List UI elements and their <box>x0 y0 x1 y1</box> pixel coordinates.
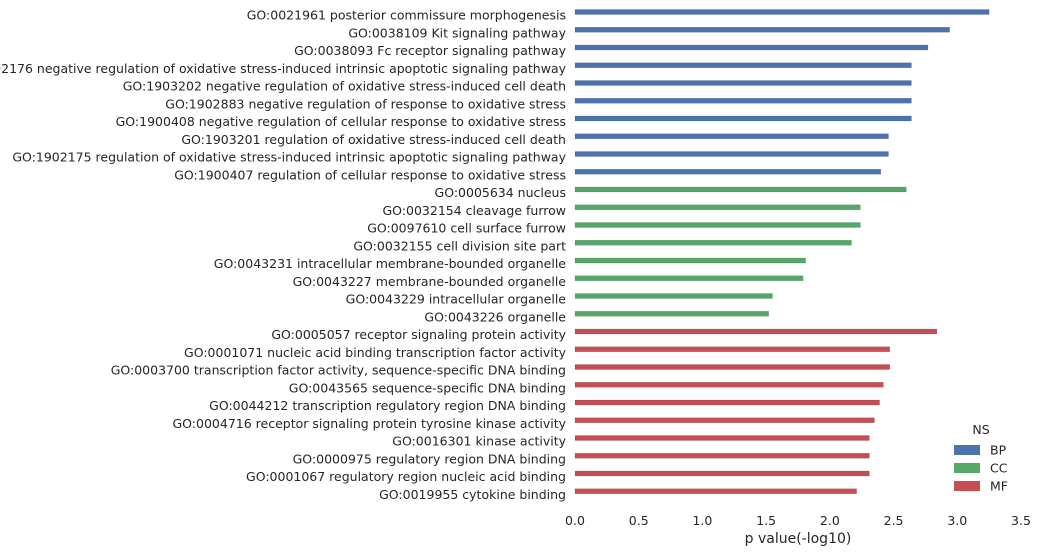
legend-label-mf: MF <box>990 479 1008 494</box>
x-tick-label: 0.5 <box>629 513 649 528</box>
category-label: GO:0001067 regulatory region nucleic aci… <box>246 469 566 484</box>
bar-mf <box>574 382 884 388</box>
category-label: GO:0032155 cell division site part <box>353 238 566 253</box>
legend-swatch-bp <box>954 445 980 455</box>
legend-swatch-mf <box>954 481 980 491</box>
category-label: GO:0038093 Fc receptor signaling pathway <box>294 43 566 58</box>
bar-bp <box>574 9 990 15</box>
category-label: GO:1900407 regulation of cellular respon… <box>174 167 566 182</box>
x-tick-label: 0.0 <box>565 513 585 528</box>
x-tick-label: 2.5 <box>884 513 904 528</box>
x-tick-label: 1.0 <box>692 513 712 528</box>
legend-label-cc: CC <box>990 461 1008 476</box>
category-label: GO:0097610 cell surface furrow <box>367 221 566 236</box>
bar-mf <box>574 488 857 494</box>
bar-mf <box>574 328 938 335</box>
bar-cc <box>574 275 804 281</box>
bar-bp <box>574 80 912 86</box>
category-label: GO:0043229 intracellular organelle <box>346 292 567 307</box>
category-label: GO:0005634 nucleus <box>435 185 566 200</box>
category-label: GO:1900408 negative regulation of cellul… <box>116 114 566 129</box>
bar-bp <box>574 151 889 157</box>
category-label: GO:0001071 nucleic acid binding transcri… <box>184 345 567 360</box>
bars-layer <box>574 9 990 494</box>
bar-cc <box>574 257 806 264</box>
bar-cc <box>574 186 907 193</box>
category-label: GO:1903202 negative regulation of oxidat… <box>123 79 566 94</box>
bar-mf <box>574 435 870 441</box>
category-label: GO:0016301 kinase activity <box>392 434 566 449</box>
x-axis: p value(-log10) 0.0 0.5 1.0 1.5 2.0 2.5 3.0 3.5 <box>565 513 1031 547</box>
x-tick-label: 1.5 <box>756 513 776 528</box>
category-label: GO:0021961 posterior commissure morphoge… <box>247 8 566 23</box>
legend: NS BP CC MF <box>954 422 1008 494</box>
category-label: GO:0003700 transcription factor activity… <box>111 363 566 378</box>
bar-mf <box>574 364 890 370</box>
category-label: GO:0043231 intracellular membrane-bounde… <box>214 256 567 271</box>
bar-bp <box>574 115 912 122</box>
category-label: GO:0044212 transcription regulatory regi… <box>209 398 566 413</box>
category-label: GO:1902883 negative regulation of respon… <box>165 96 566 111</box>
category-label: GO:1902175 regulation of oxidative stres… <box>12 150 566 165</box>
x-axis-title: p value(-log10) <box>745 531 852 547</box>
bar-mf <box>574 399 880 406</box>
bar-cc <box>574 293 773 299</box>
bar-mf <box>574 453 870 459</box>
legend-label-bp: BP <box>990 443 1007 458</box>
bar-mf <box>574 417 875 423</box>
bar-cc <box>574 204 861 210</box>
x-tick-label: 2.0 <box>820 513 840 528</box>
bar-cc <box>574 311 769 317</box>
bar-cc <box>574 222 861 228</box>
bar-bp <box>574 62 912 68</box>
legend-swatch-cc <box>954 463 980 473</box>
category-label: GO:0043226 organelle <box>424 309 566 324</box>
category-label: GO:0043227 membrane-bounded organelle <box>293 274 567 289</box>
bar-mf <box>574 470 870 477</box>
category-label: GO:0043565 sequence-specific DNA binding <box>289 380 566 395</box>
bar-cc <box>574 240 852 246</box>
category-labels: GO:0021961 posterior commissure morphoge… <box>0 8 567 502</box>
category-label: GO:0000975 regulatory region DNA binding <box>293 451 566 466</box>
category-label: GO:0005057 receptor signaling protein ac… <box>271 327 566 342</box>
bar-mf <box>574 346 890 352</box>
category-label: GO:0038109 Kit signaling pathway <box>348 25 566 40</box>
category-label: GO:0004716 receptor signaling protein ty… <box>173 416 567 431</box>
category-label: GO:0019955 cytokine binding <box>379 487 566 502</box>
category-label: GO:1903201 regulation of oxidative stres… <box>181 132 566 147</box>
legend-title: NS <box>972 422 989 437</box>
bar-bp <box>574 98 912 104</box>
category-label: GO:1902176 negative regulation of oxidat… <box>0 61 567 76</box>
bar-bp <box>574 44 929 51</box>
x-tick-label: 3.5 <box>1011 513 1031 528</box>
bar-bp <box>574 169 882 175</box>
category-label: GO:0032154 cleavage furrow <box>383 203 567 218</box>
x-tick-label: 3.0 <box>947 513 967 528</box>
bar-bp <box>574 133 889 139</box>
bar-bp <box>574 27 950 33</box>
